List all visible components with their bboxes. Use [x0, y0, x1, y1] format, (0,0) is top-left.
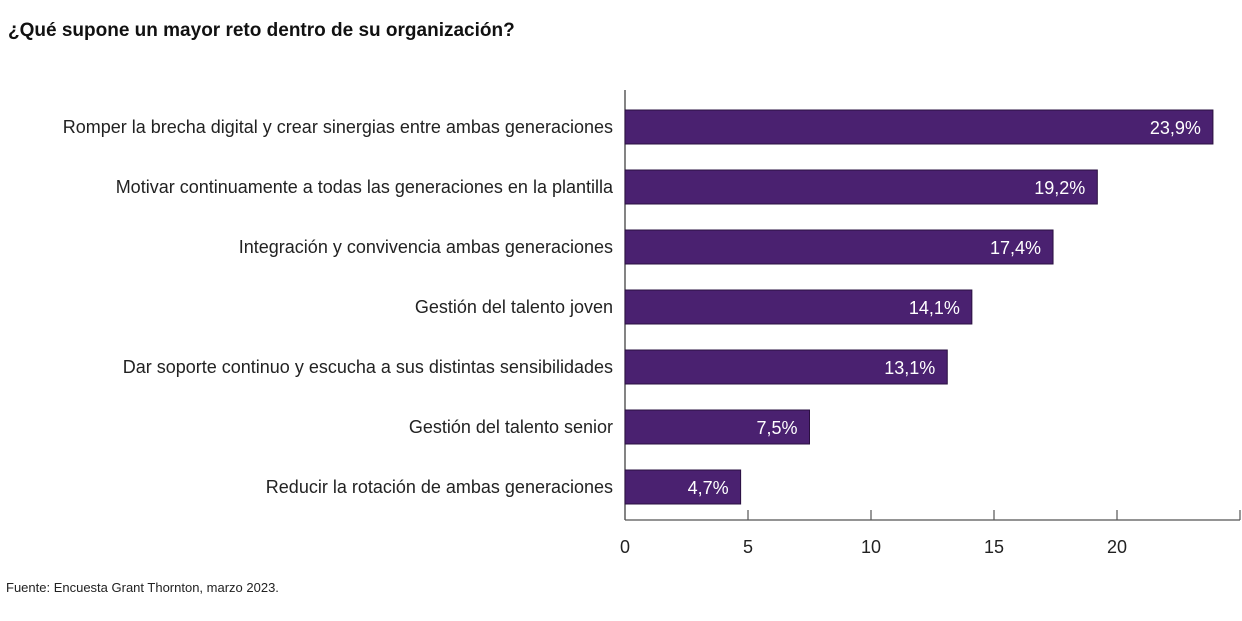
bar: [624, 409, 810, 445]
category-label: Motivar continuamente a todas las genera…: [116, 177, 614, 197]
category-label: Gestión del talento senior: [409, 417, 613, 437]
bar: [624, 169, 1098, 205]
category-label: Gestión del talento joven: [415, 297, 613, 317]
data-label: 14,1%: [909, 298, 960, 318]
chart-source: Fuente: Encuesta Grant Thornton, marzo 2…: [6, 580, 279, 595]
data-label: 13,1%: [884, 358, 935, 378]
bar: [624, 109, 1214, 145]
category-label: Dar soporte continuo y escucha a sus dis…: [123, 357, 613, 377]
category-label: Integración y convivencia ambas generaci…: [239, 237, 613, 257]
x-tick-label: 5: [743, 537, 753, 557]
category-label: Romper la brecha digital y crear sinergi…: [63, 117, 613, 137]
x-tick-label: 20: [1107, 537, 1127, 557]
bar: [624, 289, 973, 325]
data-label: 23,9%: [1150, 118, 1201, 138]
category-label: Reducir la rotación de ambas generacione…: [266, 477, 613, 497]
bar: [624, 229, 1054, 265]
data-label: 4,7%: [688, 478, 729, 498]
chart-title: ¿Qué supone un mayor reto dentro de su o…: [8, 20, 515, 41]
data-label: 17,4%: [990, 238, 1041, 258]
x-tick-label: 15: [984, 537, 1004, 557]
data-label: 19,2%: [1034, 178, 1085, 198]
x-tick-label: 10: [861, 537, 881, 557]
bar: [624, 469, 742, 505]
bar: [624, 349, 948, 385]
x-tick-label: 0: [620, 537, 630, 557]
data-label: 7,5%: [756, 418, 797, 438]
